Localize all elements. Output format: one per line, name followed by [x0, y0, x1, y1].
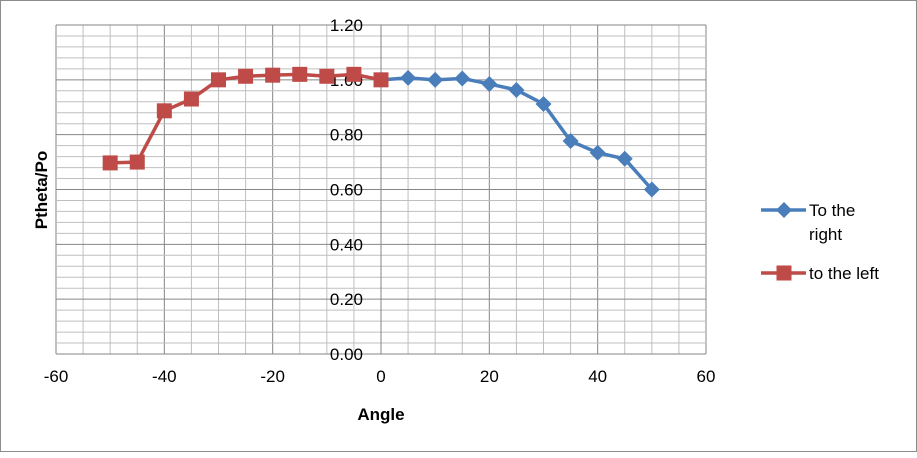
data-point-diamond: [776, 202, 792, 218]
x-tick-label: -40: [152, 367, 177, 386]
data-point-diamond: [535, 95, 552, 112]
x-tick-label: -20: [260, 367, 285, 386]
x-tick-label: 60: [697, 367, 716, 386]
legend-label: To the right: [809, 201, 855, 244]
x-tick-label: -60: [44, 367, 69, 386]
y-tick-label: 1.20: [330, 16, 363, 35]
data-point-diamond: [427, 71, 444, 88]
data-point-diamond: [481, 75, 498, 92]
series-to-the-left: [102, 66, 389, 171]
data-point-square: [265, 67, 281, 83]
legend-item: to the left: [761, 264, 879, 283]
legend-label: to the left: [809, 264, 879, 283]
data-point-diamond: [589, 144, 606, 161]
data-point-square: [346, 66, 362, 82]
legend-label-line: right: [809, 225, 842, 244]
data-point-diamond: [454, 70, 471, 87]
y-tick-label: 0.00: [330, 345, 363, 364]
x-axis-label: Angle: [357, 405, 404, 424]
axes: -60-40-2002040600.000.200.400.600.801.00…: [44, 16, 716, 386]
legend-label-line: To the: [809, 201, 855, 220]
data-point-square: [292, 66, 308, 82]
y-axis-label: Ptheta/Po: [32, 151, 51, 229]
data-point-diamond: [400, 69, 417, 86]
y-tick-label: 0.80: [330, 126, 363, 145]
legend-item: To the right: [761, 201, 855, 244]
data-point-square: [776, 265, 792, 281]
y-tick-label: 0.60: [330, 181, 363, 200]
data-point-square: [238, 68, 254, 84]
data-point-diamond: [616, 150, 633, 167]
legend: To the right to the left: [761, 201, 879, 283]
data-point-square: [129, 154, 145, 170]
y-tick-label: 0.20: [330, 290, 363, 309]
x-tick-label: 0: [376, 367, 385, 386]
data-point-diamond: [643, 181, 660, 198]
data-point-square: [211, 72, 226, 88]
x-tick-label: 40: [588, 367, 607, 386]
data-point-diamond: [562, 132, 579, 149]
data-point-square: [183, 91, 199, 107]
data-point-square: [319, 68, 335, 84]
series-layer: [102, 66, 660, 198]
data-point-diamond: [508, 81, 525, 98]
y-tick-label: 0.40: [330, 235, 363, 254]
x-tick-label: 20: [480, 367, 499, 386]
data-point-square: [373, 72, 389, 88]
data-point-square: [156, 103, 172, 119]
data-point-square: [102, 155, 118, 171]
